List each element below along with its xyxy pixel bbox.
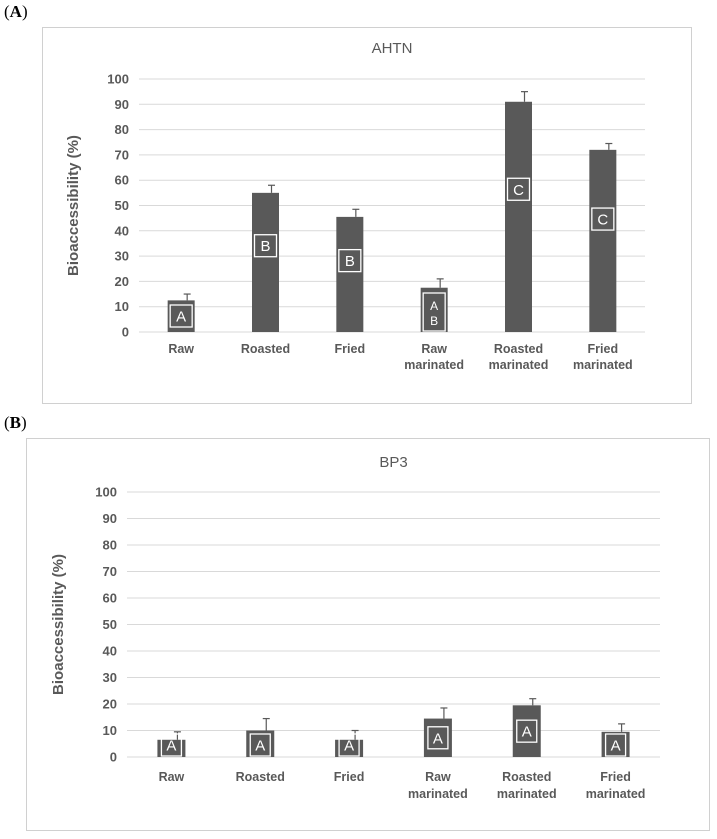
y-tick-label-a-90: 90	[115, 97, 129, 112]
x-tick-label-a-4-0: Roasted	[494, 342, 543, 356]
letter-box-a-3	[422, 292, 446, 332]
bar-b-5	[601, 731, 630, 757]
y-tick-label-b-100: 100	[95, 485, 117, 500]
x-tick-label-b-4-0: Roasted	[502, 770, 551, 784]
y-tick-label-b-20: 20	[103, 697, 117, 712]
significance-letter-a-1-0: B	[260, 238, 270, 255]
bar-a-1	[252, 192, 279, 332]
y-tick-label-b-80: 80	[103, 538, 117, 553]
y-tick-label-b-60: 60	[103, 591, 117, 606]
y-tick-label-b-50: 50	[103, 617, 117, 632]
chart-title-a: AHTN	[372, 40, 413, 57]
y-tick-label-b-70: 70	[103, 564, 117, 579]
y-axis-label-a: Bioaccessibility (%)	[65, 135, 82, 276]
bar-a-2	[336, 216, 364, 332]
significance-letter-a-4-0: C	[513, 182, 524, 199]
letter-box-a-1	[253, 234, 278, 258]
significance-letter-b-3-0: A	[433, 730, 443, 747]
letter-box-a-4	[506, 177, 531, 201]
letter-box-b-4	[516, 719, 538, 743]
significance-letter-b-1-0: A	[255, 738, 265, 755]
panel-label-a: (A)	[4, 2, 28, 21]
y-tick-label-a-100: 100	[107, 72, 129, 87]
chart-frame-a	[42, 27, 692, 404]
significance-letter-a-0-0: A	[176, 309, 186, 326]
letter-box-b-5	[604, 733, 627, 757]
y-tick-label-a-20: 20	[115, 274, 129, 289]
panel-label-b: (B)	[4, 413, 27, 432]
significance-letter-a-3-1: B	[430, 314, 438, 328]
y-tick-label-a-10: 10	[115, 299, 129, 314]
significance-letter-b-4-0: A	[522, 724, 532, 741]
y-tick-label-b-10: 10	[103, 723, 117, 738]
bar-b-1	[246, 730, 275, 757]
x-tick-label-a-0-0: Raw	[168, 342, 194, 356]
x-tick-label-b-0-0: Raw	[159, 770, 185, 784]
chart-frame-b	[26, 438, 710, 831]
x-tick-label-a-4-1: marinated	[489, 358, 549, 372]
letter-box-b-0	[160, 733, 183, 757]
x-tick-label-a-5-1: marinated	[573, 358, 633, 372]
y-tick-label-b-40: 40	[103, 644, 117, 659]
x-tick-label-a-3-0: Raw	[421, 342, 447, 356]
bar-b-0	[157, 739, 186, 757]
y-tick-label-a-50: 50	[115, 198, 129, 213]
x-tick-label-b-3-1: marinated	[408, 787, 468, 801]
x-tick-label-b-3-0: Raw	[425, 770, 451, 784]
letter-box-a-5	[591, 207, 615, 231]
x-tick-label-b-1-0: Roasted	[236, 770, 285, 784]
significance-letter-a-5-0: C	[597, 212, 608, 229]
y-tick-label-b-90: 90	[103, 511, 117, 526]
y-tick-label-b-30: 30	[103, 670, 117, 685]
letter-box-a-0	[169, 304, 193, 328]
bar-b-2	[335, 739, 364, 757]
y-tick-label-a-80: 80	[115, 122, 129, 137]
letter-box-b-1	[249, 733, 271, 757]
significance-letter-a-3-0: A	[430, 299, 438, 313]
bar-a-3	[420, 287, 448, 332]
x-tick-label-b-4-1: marinated	[497, 787, 557, 801]
x-tick-label-b-5-0: Fried	[600, 770, 631, 784]
significance-letter-b-2-0: A	[344, 738, 354, 755]
x-tick-label-a-5-0: Fried	[588, 342, 619, 356]
bar-a-4	[505, 101, 532, 333]
significance-letter-b-5-0: A	[611, 738, 621, 755]
letter-box-b-2	[338, 733, 360, 757]
x-tick-label-b-2-0: Fried	[334, 770, 365, 784]
x-tick-label-a-3-1: marinated	[404, 358, 464, 372]
y-tick-label-a-0: 0	[122, 325, 129, 340]
y-tick-label-b-0: 0	[110, 750, 117, 765]
y-tick-label-a-30: 30	[115, 249, 129, 264]
significance-letter-b-0-0: A	[166, 738, 176, 755]
x-tick-label-a-2-0: Fried	[335, 342, 366, 356]
x-tick-label-a-1-0: Roasted	[241, 342, 290, 356]
y-tick-label-a-60: 60	[115, 173, 129, 188]
x-tick-label-b-5-1: marinated	[586, 787, 646, 801]
chart-title-b: BP3	[379, 454, 407, 471]
bar-a-5	[589, 149, 617, 332]
bar-b-4	[512, 705, 541, 757]
significance-letter-a-2-0: B	[345, 253, 355, 270]
y-axis-label-b: Bioaccessibility (%)	[50, 554, 67, 695]
y-tick-label-a-70: 70	[115, 147, 129, 162]
y-tick-label-a-40: 40	[115, 223, 129, 238]
bar-b-3	[423, 718, 452, 757]
letter-box-a-2	[338, 248, 362, 273]
letter-box-b-3	[427, 726, 449, 750]
